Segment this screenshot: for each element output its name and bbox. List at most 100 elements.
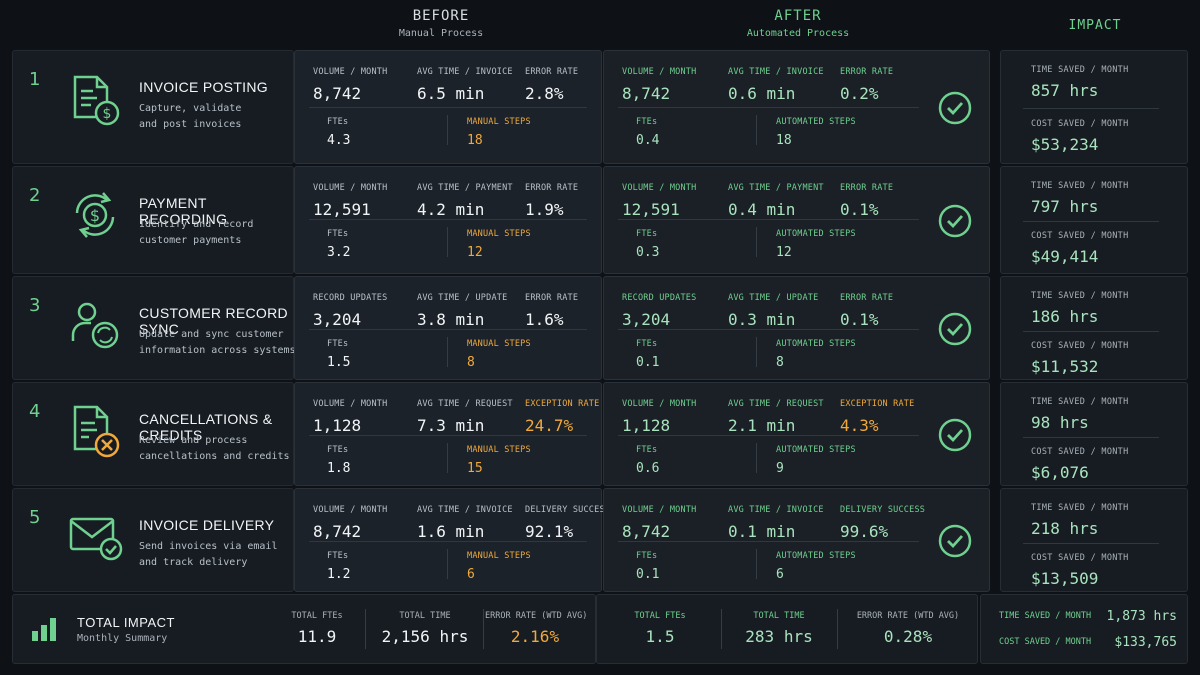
before-metric-2: AVG TIME / REQUEST 7.3 min: [417, 399, 513, 435]
before-subtitle: Manual Process: [398, 28, 484, 39]
process-title: INVOICE POSTING: [139, 79, 268, 95]
divider: [447, 337, 448, 367]
divider: [618, 219, 919, 220]
before-panel: VOLUME / MONTH 1,128 AVG TIME / REQUEST 7.3…: [294, 382, 602, 486]
divider: [309, 219, 587, 220]
process-number: 5: [29, 507, 41, 528]
user-sync-icon: [71, 302, 119, 349]
process-title: CUSTOMER RECORD SYNC: [139, 305, 288, 337]
total-subtitle: Monthly Summary: [77, 633, 168, 644]
total-before-time: TOTAL TIME 2,156 hrs: [381, 611, 469, 646]
bar-chart-icon: [32, 618, 56, 641]
divider: [618, 435, 919, 436]
process-description: Identify and record customer payments: [139, 219, 254, 246]
total-after-panel: TOTAL FTEs 1.5 TOTAL TIME 283 hrs ERROR …: [596, 594, 978, 664]
divider: [365, 609, 366, 649]
divider: [447, 115, 448, 145]
before-metric-3: ERROR RATE 1.9%: [525, 183, 579, 219]
after-automated-steps: AUTOMATED STEPS 18: [776, 117, 856, 148]
before-ftes: FTEs 1.5: [327, 339, 351, 370]
divider: [309, 107, 587, 108]
process-info-panel: 1 $ INVOICE POSTING Capture, validate and po…: [12, 50, 294, 164]
process-number: 3: [29, 295, 41, 316]
process-row: 3 CUSTOMER RECORD SYNC Update and sync cus…: [12, 276, 1188, 380]
divider: [309, 541, 587, 542]
cost-saved: COST SAVED / MONTH $49,414: [1031, 231, 1129, 266]
before-manual-steps: MANUAL STEPS 15: [467, 445, 531, 476]
before-metric-1: VOLUME / MONTH 8,742: [313, 67, 388, 103]
after-metric-1: VOLUME / MONTH 8,742: [622, 505, 697, 541]
before-metric-3: ERROR RATE 2.8%: [525, 67, 579, 103]
divider: [1023, 331, 1159, 332]
process-description: Capture, validate and post invoices: [139, 103, 242, 130]
process-row: 4 CANCELLATIONS & CREDITS Review and proce…: [12, 382, 1188, 486]
process-title: PAYMENT RECORDING: [139, 195, 228, 227]
invoice-dollar-icon: $: [73, 75, 120, 126]
after-ftes: FTEs 0.3: [636, 229, 660, 260]
process-info-panel: 5 INVOICE DELIVERY Send invoices via email…: [12, 488, 294, 592]
before-metric-1: VOLUME / MONTH 12,591: [313, 183, 388, 219]
before-metric-2: AVG TIME / PAYMENT 4.2 min: [417, 183, 513, 219]
before-metric-3: DELIVERY SUCCESS 92.1%: [525, 505, 611, 541]
before-metric-2: AVG TIME / INVOICE 6.5 min: [417, 67, 513, 103]
cost-saved: COST SAVED / MONTH $6,076: [1031, 447, 1129, 482]
divider: [756, 549, 757, 579]
after-ftes: FTEs 0.1: [636, 339, 660, 370]
after-automated-steps: AUTOMATED STEPS 9: [776, 445, 856, 476]
after-subtitle: Automated Process: [746, 28, 850, 39]
payment-cycle-icon: $: [75, 192, 115, 238]
total-title: TOTAL IMPACT: [77, 615, 175, 630]
impact-title: IMPACT: [1068, 18, 1122, 33]
after-ftes: FTEs 0.4: [636, 117, 660, 148]
after-metric-3: ERROR RATE 0.1%: [840, 293, 894, 329]
total-before-ftes: TOTAL FTEs 11.9: [291, 611, 343, 646]
before-title: BEFORE: [412, 8, 470, 24]
divider: [1023, 437, 1159, 438]
process-row: 2 $ PAYMENT RECORDING Identify and record cu…: [12, 166, 1188, 274]
total-cost-saved: $133,765: [1114, 635, 1177, 650]
divider: [756, 115, 757, 145]
process-description: Send invoices via email and track deliver…: [139, 541, 278, 568]
total-time-saved-label: TIME SAVED / MONTH: [999, 611, 1092, 621]
before-metric-2: AVG TIME / INVOICE 1.6 min: [417, 505, 513, 541]
divider: [483, 609, 484, 649]
before-panel: RECORD UPDATES 3,204 AVG TIME / UPDATE 3.8 …: [294, 276, 602, 380]
impact-panel: TIME SAVED / MONTH 218 hrs COST SAVED / MO…: [1000, 488, 1188, 592]
before-metric-1: VOLUME / MONTH 1,128: [313, 399, 388, 435]
after-metric-1: VOLUME / MONTH 8,742: [622, 67, 697, 103]
before-header: BEFORE Manual Process: [296, 8, 586, 39]
process-description: Update and sync customer information acro…: [139, 329, 296, 356]
after-automated-steps: AUTOMATED STEPS 8: [776, 339, 856, 370]
divider: [721, 609, 722, 649]
before-manual-steps: MANUAL STEPS 12: [467, 229, 531, 260]
after-header: AFTER Automated Process: [603, 8, 993, 39]
after-metric-2: AVG TIME / UPDATE 0.3 min: [728, 293, 819, 329]
time-saved: TIME SAVED / MONTH 857 hrs: [1031, 65, 1129, 100]
cost-saved: COST SAVED / MONTH $53,234: [1031, 119, 1129, 154]
process-description: Review and process cancellations and cred…: [139, 435, 290, 462]
process-row: 1 $ INVOICE POSTING Capture, validate and po…: [12, 50, 1188, 164]
total-impact-panel: TIME SAVED / MONTH 1,873 hrs COST SAVED …: [980, 594, 1188, 664]
divider: [447, 549, 448, 579]
after-panel: RECORD UPDATES 3,204 AVG TIME / UPDATE 0.3 …: [603, 276, 990, 380]
divider: [618, 329, 919, 330]
total-cost-saved-label: COST SAVED / MONTH: [999, 637, 1092, 647]
before-manual-steps: MANUAL STEPS 18: [467, 117, 531, 148]
check-circle-icon: [938, 204, 972, 238]
svg-text:$: $: [103, 106, 112, 122]
check-circle-icon: [938, 418, 972, 452]
divider: [618, 107, 919, 108]
before-panel: VOLUME / MONTH 8,742 AVG TIME / INVOICE 1.6…: [294, 488, 610, 592]
process-title: INVOICE DELIVERY: [139, 517, 275, 533]
divider: [447, 227, 448, 257]
before-metric-1: VOLUME / MONTH 8,742: [313, 505, 388, 541]
svg-text:$: $: [90, 206, 100, 225]
process-row: 5 INVOICE DELIVERY Send invoices via email…: [12, 488, 1188, 592]
time-saved: TIME SAVED / MONTH 186 hrs: [1031, 291, 1129, 326]
after-panel: VOLUME / MONTH 8,742 AVG TIME / INVOICE 0.1…: [603, 488, 990, 592]
before-manual-steps: MANUAL STEPS 6: [467, 551, 531, 582]
total-before-panel: TOTAL IMPACT Monthly Summary TOTAL FTEs …: [12, 594, 596, 664]
after-panel: VOLUME / MONTH 8,742 AVG TIME / INVOICE 0.6…: [603, 50, 990, 164]
process-info-panel: 4 CANCELLATIONS & CREDITS Review and proce…: [12, 382, 294, 486]
before-ftes: FTEs 4.3: [327, 117, 351, 148]
